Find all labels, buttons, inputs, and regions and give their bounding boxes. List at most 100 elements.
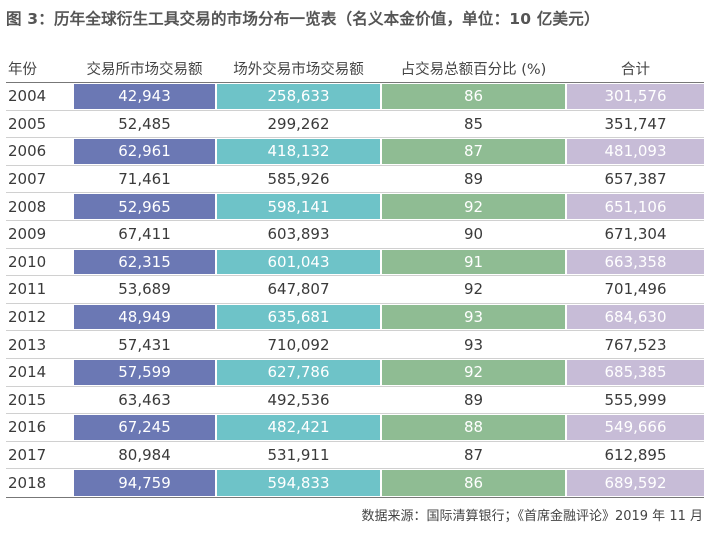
cell-total: 555,999 [604,390,667,409]
cell-otc: 598,141 [217,194,380,219]
cell-exchange: 57,599 [74,359,215,385]
cell-percent: 86 [382,84,565,109]
cell-exchange: 62,961 [74,139,215,164]
cell-exchange: 71,461 [118,170,171,189]
table-body: 2004 42,943 258,633 86 301,576 2005 52,485 299,… [6,83,704,497]
header-percent: 占交易总额百分比 (%) [400,61,547,78]
cell-otc: 647,807 [267,280,330,299]
cell-otc: 299,262 [267,114,330,133]
cell-percent: 87 [463,446,484,465]
cell-total: 689,592 [567,470,704,496]
cell-exchange: 42,943 [74,84,215,109]
header-year: 年份 [8,61,37,78]
table-title: 图 3：历年全球衍生工具交易的市场分布一览表（名义本金价值，单位：10 亿美元） [6,10,600,28]
cell-percent: 92 [382,359,565,385]
header-exchange: 交易所市场交易额 [86,61,203,78]
cell-exchange: 94,759 [74,470,215,496]
cell-otc: 482,421 [217,415,380,440]
cell-year: 2008 [8,197,47,216]
cell-year: 2014 [8,363,47,382]
table-row: 2012 48,949 635,681 93 684,630 [6,304,704,332]
cell-total: 549,666 [567,415,704,440]
table-row: 2007 71,461 585,926 89 657,387 [6,166,704,194]
cell-year: 2018 [8,474,47,493]
cell-year: 2006 [8,142,47,161]
table-row: 2014 57,599 627,786 92 685,385 [6,359,704,387]
cell-exchange: 52,485 [118,114,171,133]
cell-total: 671,304 [604,225,667,244]
cell-total: 481,093 [567,139,704,164]
source-note: 数据来源：国际清算银行；《首席金融评论》2019 年 11 月 [361,509,703,524]
cell-otc: 418,132 [217,139,380,164]
cell-exchange: 57,431 [118,335,171,354]
cell-year: 2007 [8,170,47,189]
cell-year: 2009 [8,225,47,244]
cell-total: 301,576 [567,84,704,109]
cell-percent: 91 [382,249,565,275]
table-row: 2018 94,759 594,833 86 689,592 [6,469,704,497]
cell-year: 2016 [8,418,47,437]
cell-percent: 92 [463,280,484,299]
cell-total: 663,358 [567,249,704,275]
cell-otc: 601,043 [217,249,380,275]
cell-year: 2011 [8,280,47,299]
header-total: 合计 [621,61,650,78]
cell-exchange: 48,949 [74,304,215,330]
table-row: 2005 52,485 299,262 85 351,747 [6,111,704,139]
cell-total: 657,387 [604,170,667,189]
header-otc: 场外交易市场交易额 [233,61,364,78]
cell-exchange: 80,984 [118,446,171,465]
table-row: 2013 57,431 710,092 93 767,523 [6,331,704,359]
table-row: 2015 63,463 492,536 89 555,999 [6,387,704,415]
cell-otc: 585,926 [267,170,330,189]
cell-percent: 89 [463,390,484,409]
table-header-row: 年份 交易所市场交易额 场外交易市场交易额 占交易总额百分比 (%) 合计 [6,54,704,83]
cell-percent: 93 [463,335,484,354]
table-row: 2009 67,411 603,893 90 671,304 [6,221,704,249]
cell-otc: 531,911 [267,446,330,465]
cell-percent: 87 [382,139,565,164]
cell-total: 767,523 [604,335,667,354]
cell-exchange: 63,463 [118,390,171,409]
derivatives-table: 年份 交易所市场交易额 场外交易市场交易额 占交易总额百分比 (%) 合计 20… [6,54,704,498]
cell-total: 701,496 [604,280,667,299]
cell-year: 2017 [8,446,47,465]
cell-percent: 89 [463,170,484,189]
table-row: 2006 62,961 418,132 87 481,093 [6,138,704,166]
table-row: 2004 42,943 258,633 86 301,576 [6,83,704,111]
cell-total: 685,385 [567,359,704,385]
cell-percent: 85 [463,114,484,133]
cell-otc: 492,536 [267,390,330,409]
cell-exchange: 53,689 [118,280,171,299]
cell-total: 351,747 [604,114,667,133]
cell-otc: 603,893 [267,225,330,244]
cell-total: 612,895 [604,446,667,465]
cell-percent: 92 [382,194,565,219]
cell-year: 2013 [8,335,47,354]
table-row: 2016 67,245 482,421 88 549,666 [6,414,704,442]
table-row: 2010 62,315 601,043 91 663,358 [6,249,704,277]
cell-otc: 635,681 [217,304,380,330]
cell-year: 2015 [8,390,47,409]
table-row: 2011 53,689 647,807 92 701,496 [6,276,704,304]
cell-percent: 86 [382,470,565,496]
cell-otc: 710,092 [267,335,330,354]
cell-total: 651,106 [567,194,704,219]
cell-exchange: 52,965 [74,194,215,219]
cell-year: 2012 [8,308,47,327]
cell-exchange: 62,315 [74,249,215,275]
cell-year: 2010 [8,252,47,271]
cell-otc: 258,633 [217,84,380,109]
cell-percent: 88 [382,415,565,440]
cell-percent: 93 [382,304,565,330]
cell-otc: 594,833 [217,470,380,496]
cell-otc: 627,786 [217,359,380,385]
table-row: 2008 52,965 598,141 92 651,106 [6,193,704,221]
cell-exchange: 67,411 [118,225,171,244]
cell-exchange: 67,245 [74,415,215,440]
cell-percent: 90 [463,225,484,244]
cell-year: 2005 [8,114,47,133]
table-row: 2017 80,984 531,911 87 612,895 [6,442,704,470]
cell-total: 684,630 [567,304,704,330]
cell-year: 2004 [8,87,47,106]
